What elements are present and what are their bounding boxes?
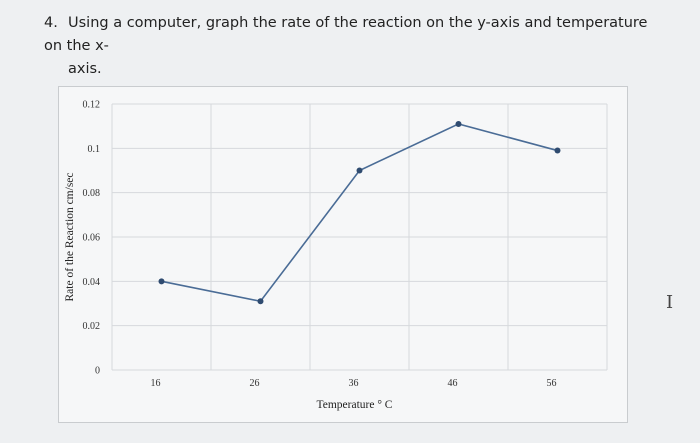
data-point	[455, 120, 462, 127]
y-axis-title: Rate of the Reaction cm/sec	[64, 172, 76, 301]
data-point	[554, 147, 561, 154]
text-cursor-icon: I	[666, 292, 674, 313]
question-line-2: axis.	[68, 61, 102, 77]
x-axis-title: Temperature ° C	[317, 399, 393, 411]
grid-lines	[111, 103, 608, 371]
x-tick-label: 36	[349, 378, 359, 389]
line-chart: 0 0.02 0.04 0.06 0.08 0.1 0.12 16 26 36 46 56 Rate…	[64, 100, 608, 411]
y-tick-label: 0.06	[83, 233, 101, 244]
y-tick-label: 0.04	[83, 277, 101, 288]
y-tick-label: 0.02	[83, 321, 101, 332]
y-tick-label: 0.12	[83, 100, 101, 111]
x-tick-label: 26	[250, 378, 260, 389]
x-tick-labels: 16 26 36 46 56	[151, 378, 557, 389]
x-tick-label: 46	[448, 378, 458, 389]
y-tick-label: 0.1	[88, 144, 101, 155]
series-points	[158, 120, 561, 305]
data-point	[158, 278, 165, 285]
data-point	[257, 298, 264, 305]
x-tick-label: 56	[547, 378, 557, 389]
series-line-path	[161, 123, 558, 303]
y-tick-label: 0	[95, 366, 100, 377]
data-point	[356, 167, 363, 174]
question-text: 4. Using a computer, graph the rate of th…	[44, 12, 664, 81]
question-number: 4.	[44, 15, 58, 31]
chart-panel: 0 0.02 0.04 0.06 0.08 0.1 0.12 16 26 36 46 56 Rate…	[58, 86, 628, 423]
y-tick-labels: 0 0.02 0.04 0.06 0.08 0.1 0.12	[83, 100, 101, 377]
y-tick-label: 0.08	[83, 188, 101, 199]
question-line-1: Using a computer, graph the rate of the …	[44, 15, 648, 54]
x-tick-label: 16	[151, 378, 161, 389]
series-line	[161, 123, 558, 303]
